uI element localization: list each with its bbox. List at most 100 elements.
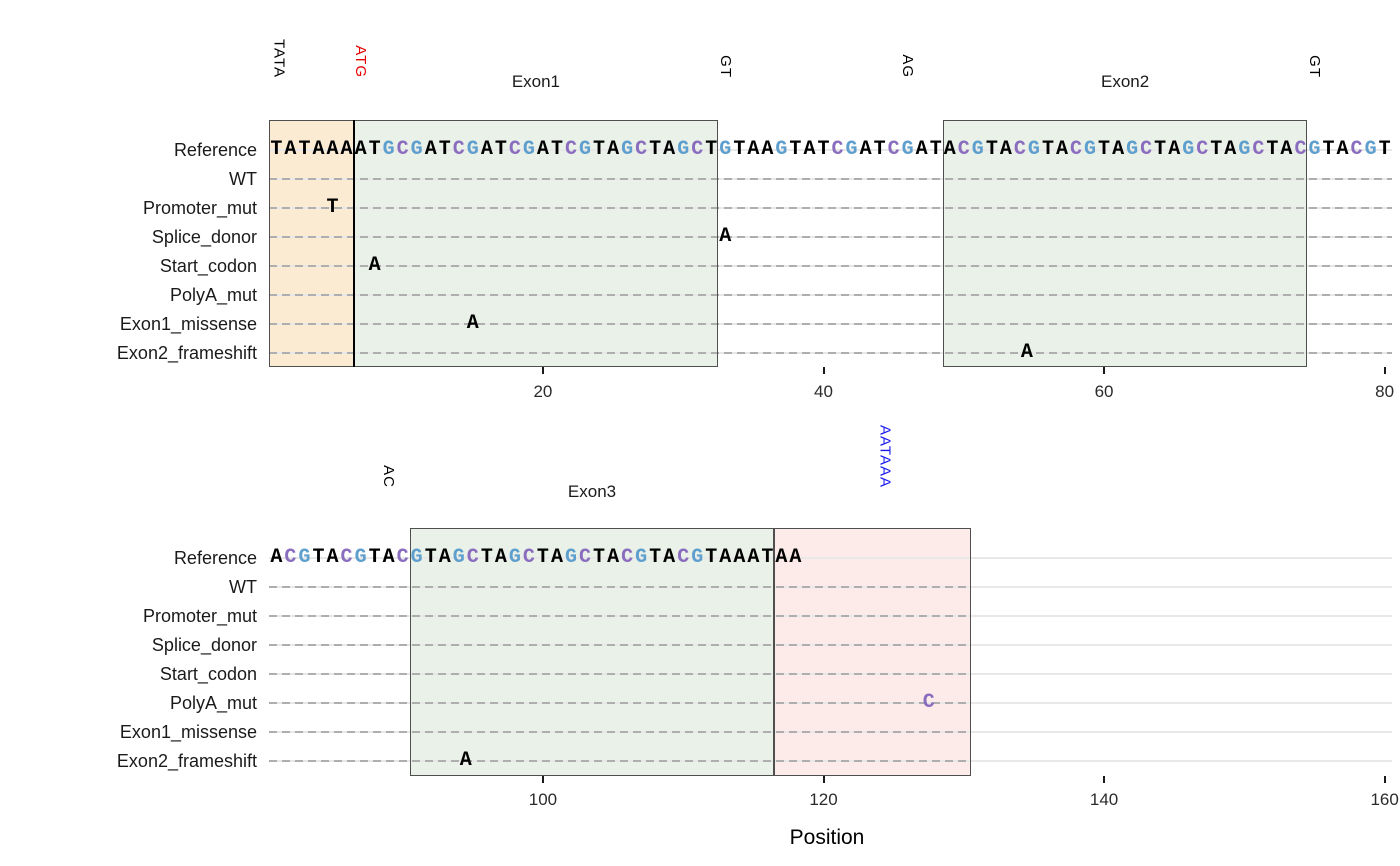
ref-base: G bbox=[901, 138, 914, 161]
ref-base: C bbox=[1013, 138, 1026, 161]
ref-base: G bbox=[691, 546, 704, 569]
x-tick bbox=[1103, 776, 1106, 783]
annotation-text-TATA: TATA bbox=[270, 39, 288, 78]
ref-base: C bbox=[452, 138, 465, 161]
mutation-letter-PolyA_mut: C bbox=[922, 691, 935, 714]
row-alignment-dashes bbox=[269, 702, 971, 704]
ref-base: G bbox=[564, 546, 577, 569]
ref-base: T bbox=[789, 138, 802, 161]
ref-base: A bbox=[803, 138, 816, 161]
ref-base: T bbox=[761, 546, 774, 569]
ref-base: T bbox=[1041, 138, 1054, 161]
ref-base: A bbox=[789, 546, 802, 569]
mutation-letter-Start_codon: A bbox=[368, 254, 381, 277]
ref-base: G bbox=[354, 546, 367, 569]
ref-base: A bbox=[733, 546, 746, 569]
row-label: Exon2_frameshift bbox=[116, 343, 257, 363]
ref-base: G bbox=[452, 546, 465, 569]
row-alignment-dashes bbox=[269, 207, 1392, 209]
ref-base: A bbox=[270, 546, 283, 569]
ref-base: G bbox=[1308, 138, 1321, 161]
ref-base: A bbox=[761, 138, 774, 161]
ref-base bbox=[914, 547, 929, 569]
ref-base: C bbox=[957, 138, 970, 161]
row-alignment-dashes bbox=[269, 265, 1392, 267]
ref-base: C bbox=[396, 138, 409, 161]
ref-base: T bbox=[593, 546, 606, 569]
row-alignment-dashes bbox=[269, 673, 971, 675]
x-axis-title: Position bbox=[789, 826, 865, 849]
ref-base: C bbox=[831, 138, 844, 161]
ref-base: C bbox=[340, 546, 353, 569]
ref-base bbox=[858, 547, 873, 569]
x-tick-label: 60 bbox=[1094, 382, 1114, 401]
ref-base: G bbox=[1126, 138, 1139, 161]
ref-base: A bbox=[284, 138, 297, 161]
x-tick-label: 100 bbox=[528, 790, 558, 809]
ref-base bbox=[830, 547, 845, 569]
row-label: Exon1_missense bbox=[119, 722, 257, 742]
row-label: Promoter_mut bbox=[142, 198, 257, 218]
x-tick bbox=[1103, 367, 1106, 374]
exon-label: Exon2 bbox=[1100, 72, 1150, 91]
row-alignment-dashes bbox=[269, 731, 971, 733]
ref-base: A bbox=[663, 546, 676, 569]
ref-base: A bbox=[382, 546, 395, 569]
ref-base: G bbox=[1027, 138, 1040, 161]
row-alignment-dashes bbox=[269, 352, 1392, 354]
ref-base: A bbox=[1336, 138, 1349, 161]
ref-base: G bbox=[1238, 138, 1251, 161]
ref-base: C bbox=[635, 138, 648, 161]
mutation-letter-Exon2_frameshift: A bbox=[459, 749, 472, 772]
ref-base: A bbox=[943, 138, 956, 161]
ref-base: T bbox=[298, 138, 311, 161]
ref-base: A bbox=[550, 546, 563, 569]
row-alignment-dashes bbox=[269, 294, 1392, 296]
row-alignment-dashes bbox=[269, 644, 971, 646]
ref-base: T bbox=[593, 138, 606, 161]
ref-base: G bbox=[1364, 138, 1377, 161]
ref-base: C bbox=[677, 546, 690, 569]
x-tick bbox=[1383, 367, 1386, 374]
ref-base: A bbox=[663, 138, 676, 161]
row-label: WT bbox=[229, 577, 257, 597]
ref-base: G bbox=[522, 138, 535, 161]
x-tick bbox=[822, 776, 825, 783]
ref-base: A bbox=[340, 138, 353, 161]
ref-base: A bbox=[480, 138, 493, 161]
x-tick-label: 160 bbox=[1370, 790, 1399, 809]
annotation-text-AG: AG bbox=[899, 54, 917, 78]
ref-base: A bbox=[747, 546, 760, 569]
ref-base: A bbox=[494, 546, 507, 569]
ref-base: G bbox=[410, 546, 423, 569]
ref-base: G bbox=[466, 138, 479, 161]
ref-base: T bbox=[985, 138, 998, 161]
ref-base: T bbox=[494, 138, 507, 161]
ref-base: C bbox=[579, 546, 592, 569]
exon-label: Exon3 bbox=[567, 482, 617, 501]
row-label: Exon1_missense bbox=[119, 314, 257, 334]
ref-base: T bbox=[270, 138, 283, 161]
x-tick-label: 120 bbox=[809, 790, 838, 809]
ref-base bbox=[844, 547, 859, 569]
ref-base: G bbox=[635, 546, 648, 569]
ref-base: C bbox=[1140, 138, 1153, 161]
row-label: Start_codon bbox=[159, 664, 257, 684]
ref-base: A bbox=[438, 546, 451, 569]
ref-base: G bbox=[845, 138, 858, 161]
ref-base: A bbox=[326, 546, 339, 569]
ref-base: A bbox=[999, 138, 1012, 161]
ref-base: G bbox=[1182, 138, 1195, 161]
x-tick-label: 40 bbox=[814, 382, 833, 401]
mutation-letter-Promoter_mut: T bbox=[326, 196, 339, 219]
annotation-text-GT: GT bbox=[1305, 55, 1323, 78]
ref-base: G bbox=[971, 138, 984, 161]
row-alignment-dashes bbox=[269, 323, 1392, 325]
ref-base: A bbox=[536, 138, 549, 161]
feature-box-border-exon bbox=[942, 120, 1308, 367]
ref-base: C bbox=[1069, 138, 1082, 161]
ref-base: C bbox=[1196, 138, 1209, 161]
ref-base: G bbox=[508, 546, 521, 569]
ref-base: T bbox=[536, 546, 549, 569]
ref-base: A bbox=[775, 546, 788, 569]
